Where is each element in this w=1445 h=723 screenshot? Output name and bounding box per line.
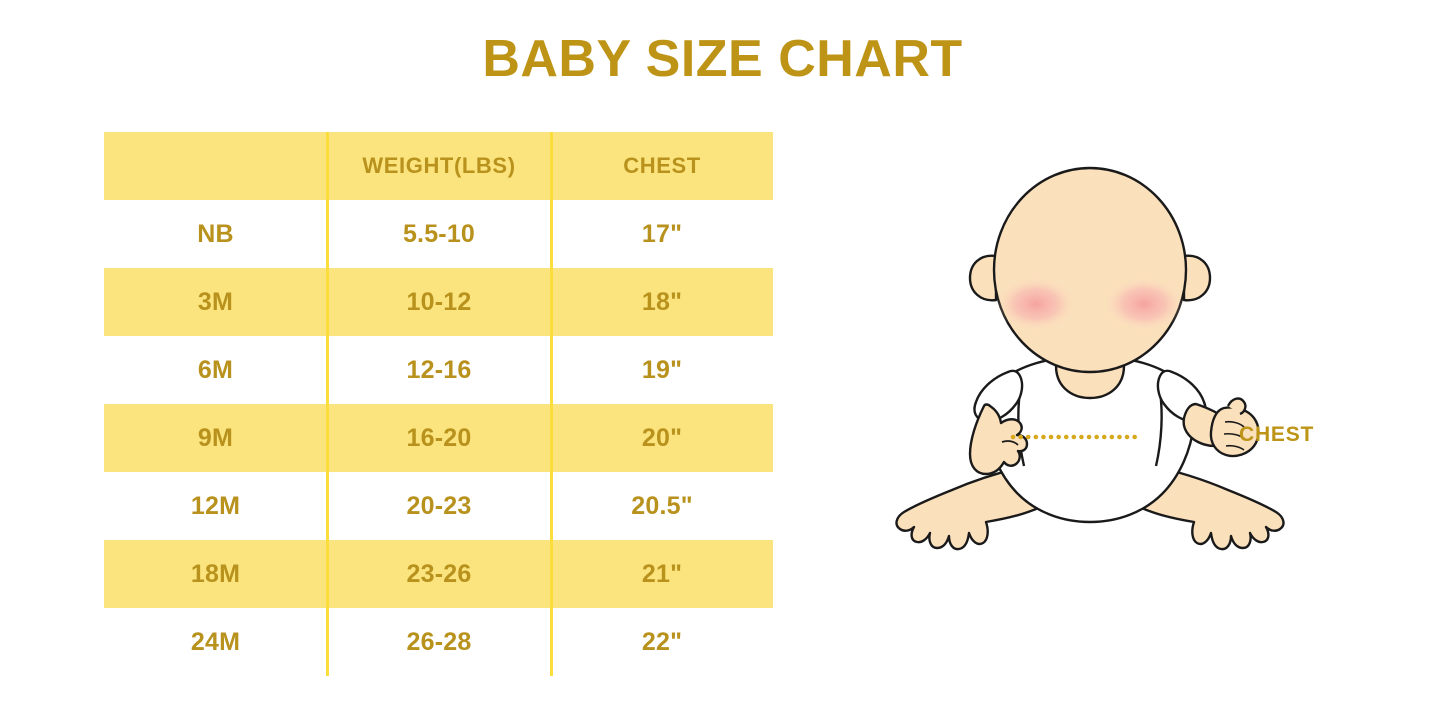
cell-weight: 26-28 xyxy=(406,627,472,656)
header-cell-chest: CHEST xyxy=(623,153,701,178)
cell-chest: 18" xyxy=(641,287,683,316)
cell-size: 9M xyxy=(197,423,234,452)
table-header-row: WEIGHT(LBS) CHEST xyxy=(104,132,773,200)
cell-chest: 17" xyxy=(641,219,683,248)
table-row: 6M 12-16 19" xyxy=(104,336,773,404)
cell-chest: 20" xyxy=(641,423,683,452)
header-cell-weight: WEIGHT(LBS) xyxy=(362,153,516,178)
cell-size: NB xyxy=(197,219,234,248)
table-row: 24M 26-28 22" xyxy=(104,608,773,676)
table-row: 12M 20-23 20.5" xyxy=(104,472,773,540)
cell-chest: 19" xyxy=(641,355,683,384)
cell-size: 18M xyxy=(190,559,241,588)
size-table: WEIGHT(LBS) CHEST NB 5.5-10 17" 3M 10-12… xyxy=(104,132,773,676)
table-row: 3M 10-12 18" xyxy=(104,268,773,336)
cell-weight: 5.5-10 xyxy=(402,219,476,248)
cell-chest: 22" xyxy=(641,627,683,656)
cell-weight: 16-20 xyxy=(406,423,472,452)
cell-size: 3M xyxy=(197,287,234,316)
cell-weight: 10-12 xyxy=(406,287,472,316)
cell-weight: 23-26 xyxy=(406,559,472,588)
table-row: 18M 23-26 21" xyxy=(104,540,773,608)
chest-callout-label: CHEST xyxy=(1239,423,1315,446)
page-title: BABY SIZE CHART xyxy=(482,30,963,88)
header-cell-size xyxy=(104,132,327,200)
baby-figure-illustration xyxy=(880,160,1300,600)
blush-right xyxy=(1104,277,1184,331)
table-row: 9M 16-20 20" xyxy=(104,404,773,472)
baby-head xyxy=(968,166,1212,374)
cell-size: 6M xyxy=(197,355,234,384)
baby-right-arm xyxy=(1156,369,1260,458)
cell-size: 12M xyxy=(190,491,241,520)
blush-left xyxy=(996,277,1076,331)
cell-chest: 20.5" xyxy=(631,491,693,520)
cell-chest: 21" xyxy=(641,559,683,588)
baby-left-arm xyxy=(968,369,1029,476)
table-row: NB 5.5-10 17" xyxy=(104,200,773,268)
cell-weight: 12-16 xyxy=(406,355,472,384)
cell-weight: 20-23 xyxy=(406,491,472,520)
cell-size: 24M xyxy=(190,627,241,656)
